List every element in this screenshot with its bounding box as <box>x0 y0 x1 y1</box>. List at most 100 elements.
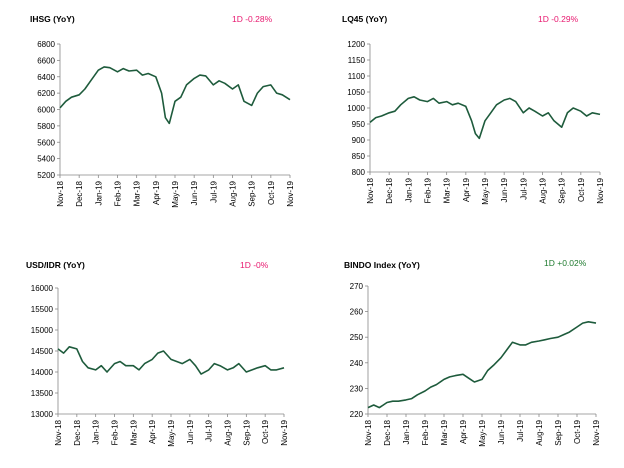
y-tick-label: 1050 <box>347 88 365 97</box>
y-tick-label: 15000 <box>31 326 54 335</box>
y-tick-label: 14500 <box>31 347 54 356</box>
y-tick-label: 13000 <box>31 410 54 419</box>
y-tick-label: 16000 <box>31 284 54 293</box>
x-tick-label: Apr-19 <box>459 419 468 444</box>
x-tick-label: Mar-19 <box>440 419 449 445</box>
y-tick-label: 220 <box>350 410 364 419</box>
chart-panel-lq45: LQ45 (YoY) 1D -0.29% 800 850 900 950 1000 105… <box>312 0 624 234</box>
y-tick-label: 260 <box>350 308 364 317</box>
chart-title: USD/IDR (YoY) <box>26 260 85 270</box>
y-tick-label: 230 <box>350 384 364 393</box>
y-tick-label: 13500 <box>31 389 54 398</box>
x-tick-label: Oct-19 <box>267 180 276 205</box>
x-tick-label: Mar-19 <box>129 419 138 445</box>
x-tick-label: Oct-19 <box>577 177 586 202</box>
x-tick-label: Jan-19 <box>404 177 413 202</box>
x-tick-label: Dec-18 <box>73 419 82 445</box>
chart-change: 1D -0.29% <box>538 14 579 24</box>
y-tick-label: 850 <box>352 152 366 161</box>
x-tick-label: Aug-19 <box>229 180 238 206</box>
x-tick-label: Aug-19 <box>539 177 548 203</box>
chart-panel-ihsg: IHSG (YoY) 1D -0.28% 5200 5400 5600 5800 600… <box>0 0 312 234</box>
chart-title: BINDO Index (YoY) <box>344 260 420 270</box>
line-chart: 220 230 240 250 260 270 Nov-18 Dec-18 Jan-19 Feb-… <box>350 282 601 447</box>
chart-change: 1D -0.28% <box>232 14 273 24</box>
x-tick-label: May-19 <box>167 419 176 446</box>
x-tick-label: Apr-19 <box>462 177 471 202</box>
x-tick-label: Dec-18 <box>383 419 392 445</box>
x-tick-label: Feb-19 <box>111 419 120 445</box>
y-tick-label: 15500 <box>31 305 54 314</box>
x-tick-label: Jun-19 <box>190 180 199 205</box>
x-tick-label: Feb-19 <box>114 180 123 206</box>
series-line <box>57 346 285 375</box>
x-tick-label: Nov-18 <box>54 419 63 445</box>
y-tick-label: 1100 <box>348 72 366 81</box>
x-tick-label: Aug-19 <box>224 419 233 445</box>
y-tick-label: 240 <box>350 359 364 368</box>
x-tick-label: Sep-19 <box>558 177 567 203</box>
y-tick-label: 14000 <box>31 368 54 377</box>
chart-change: 1D +0.02% <box>544 258 587 268</box>
y-tick-label: 5600 <box>37 138 55 147</box>
y-tick-label: 5200 <box>37 171 55 180</box>
x-tick-label: Nov-19 <box>286 180 295 206</box>
series-line <box>369 96 601 140</box>
x-tick-label: Mar-19 <box>443 177 452 203</box>
x-tick-label: Jan-19 <box>402 419 411 444</box>
x-tick-label: Nov-18 <box>56 180 65 206</box>
x-tick-label: Mar-19 <box>133 180 142 206</box>
x-tick-label: Jan-19 <box>92 419 101 444</box>
x-tick-label: Jul-19 <box>519 177 528 199</box>
chart-panel-bindo: BINDO Index (YoY) 1D +0.02% 220 230 240 250… <box>312 234 624 468</box>
x-tick-label: Nov-18 <box>366 177 375 203</box>
x-tick-label: Dec-18 <box>385 177 394 203</box>
x-tick-label: Apr-19 <box>152 180 161 205</box>
x-tick-label: Nov-19 <box>280 419 289 445</box>
y-tick-label: 6400 <box>37 73 55 82</box>
y-tick-label: 6200 <box>37 89 55 98</box>
x-tick-label: Jul-19 <box>205 419 214 441</box>
x-tick-label: Jun-19 <box>500 177 509 202</box>
x-tick-label: Jul-19 <box>209 180 218 202</box>
x-tick-label: Jul-19 <box>516 419 525 441</box>
x-tick-label: Dec-18 <box>75 180 84 206</box>
y-tick-label: 1150 <box>348 56 366 65</box>
x-tick-label: Oct-19 <box>261 419 270 444</box>
y-tick-label: 250 <box>350 333 364 342</box>
line-chart: 13000 13500 14000 14500 15000 15500 16000 Nov-1… <box>31 284 289 447</box>
x-tick-label: Sep-19 <box>242 419 251 445</box>
x-tick-label: Jun-19 <box>186 419 195 444</box>
x-tick-label: May-19 <box>481 177 490 204</box>
y-tick-label: 800 <box>352 168 366 177</box>
chart-panel-usdidr: USD/IDR (YoY) 1D -0% 13000 13500 14000 1450… <box>0 234 312 468</box>
x-tick-label: May-19 <box>171 180 180 207</box>
x-tick-label: Aug-19 <box>535 419 544 445</box>
line-chart: 5200 5400 5600 5800 6000 6200 6400 6600 6800 Nov-… <box>37 40 295 208</box>
x-tick-label: Nov-18 <box>364 419 373 445</box>
x-tick-label: Apr-19 <box>148 419 157 444</box>
y-tick-label: 6800 <box>37 40 55 49</box>
x-tick-label: Nov-19 <box>592 419 601 445</box>
x-tick-label: Feb-19 <box>424 177 433 203</box>
y-tick-label: 1200 <box>347 40 365 49</box>
y-tick-label: 950 <box>352 120 366 129</box>
chart-change: 1D -0% <box>240 260 269 270</box>
x-tick-label: May-19 <box>478 419 487 446</box>
x-tick-label: Feb-19 <box>421 419 430 445</box>
series-line <box>59 66 291 125</box>
x-tick-label: Jan-19 <box>94 180 103 205</box>
y-tick-label: 6600 <box>37 56 55 65</box>
series-line <box>367 321 597 409</box>
x-tick-label: Nov-19 <box>596 177 605 203</box>
chart-title: LQ45 (YoY) <box>342 14 388 24</box>
chart-title: IHSG (YoY) <box>30 14 75 24</box>
y-tick-label: 6000 <box>37 106 55 115</box>
y-tick-label: 5400 <box>37 155 55 164</box>
line-chart: 800 850 900 950 1000 1050 1100 1150 1200 Nov-18 De… <box>347 40 605 205</box>
x-tick-label: Oct-19 <box>573 419 582 444</box>
x-tick-label: Jun-19 <box>497 419 506 444</box>
x-tick-label: Sep-19 <box>554 419 563 445</box>
x-tick-label: Sep-19 <box>248 180 257 206</box>
y-tick-label: 5800 <box>37 122 55 131</box>
